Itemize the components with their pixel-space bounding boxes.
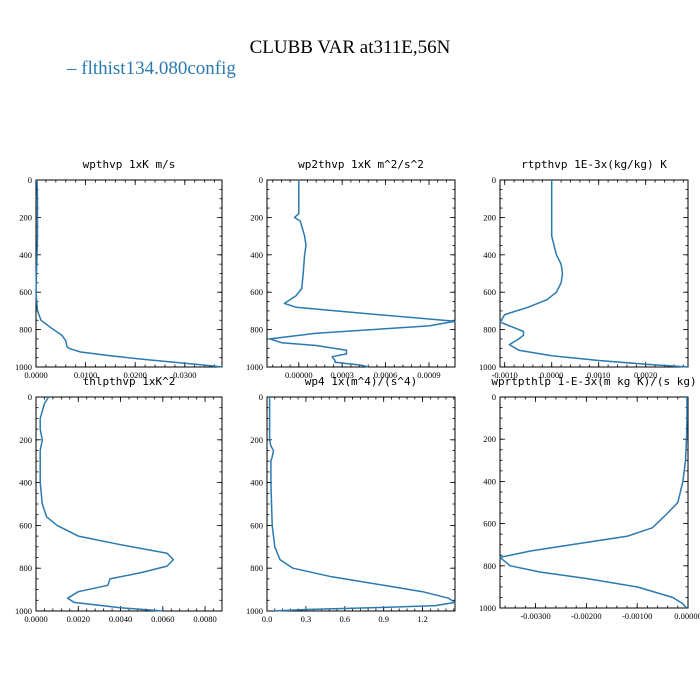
x-tick-label: -0.0010	[492, 370, 518, 380]
x-tick-label: 0.0020	[67, 614, 90, 624]
legend-series-label: flthist134.080config	[81, 58, 236, 79]
y-tick-label: 800	[250, 563, 263, 573]
y-tick-label: 1000	[246, 362, 263, 372]
y-tick-label: 1000	[246, 606, 263, 616]
y-tick-label: 200	[483, 434, 496, 444]
panel-title: wp4 1x(m^4)/(s^4)	[305, 375, 418, 388]
y-tick-label: 600	[250, 287, 263, 297]
x-tick-label: 0.9	[378, 614, 389, 624]
y-tick-label: 200	[250, 212, 263, 222]
x-tick-label: -0.00300	[520, 611, 550, 621]
x-tick-label: 0.0000	[540, 370, 563, 380]
legend-line-swatch: –	[67, 58, 77, 79]
panel-title: wp2thvp 1xK m^2/s^2	[298, 158, 424, 171]
y-tick-label: 800	[250, 325, 263, 335]
y-tick-label: 0	[28, 392, 32, 402]
y-tick-label: 400	[483, 476, 496, 486]
series-line	[39, 396, 175, 612]
y-tick-label: 1000	[479, 362, 496, 372]
x-tick-label: 0.00000	[674, 611, 700, 621]
y-tick-label: 1000	[15, 606, 32, 616]
x-tick-label: -0.00100	[622, 611, 652, 621]
x-tick-label: 0.0000	[24, 614, 47, 624]
x-tick-label: 0.0006	[374, 370, 397, 380]
x-tick-label: 0.0009	[417, 370, 440, 380]
y-tick-label: 800	[483, 325, 496, 335]
y-tick-label: 200	[19, 435, 32, 445]
y-tick-label: 800	[483, 561, 496, 571]
y-tick-label: 600	[483, 287, 496, 297]
plot-frame	[499, 396, 689, 609]
y-tick-label: 0	[259, 175, 263, 185]
x-tick-label: 0.00000	[285, 370, 313, 380]
y-tick-label: 1000	[479, 603, 496, 613]
panel-title: rtpthvp 1E-3x(kg/kg) K	[521, 158, 667, 171]
x-tick-label: 0.0	[262, 614, 273, 624]
y-tick-label: 200	[483, 212, 496, 222]
x-tick-label: 0.0020	[634, 370, 657, 380]
chart-panel-2: wp2thvp 1xK m^2/s^2 0 200 400 600 800 1000 0.00…	[246, 158, 456, 380]
y-tick-label: 800	[19, 563, 32, 573]
page-title: CLUBB VAR at311E,56N	[249, 37, 451, 58]
x-tick-label: 0.0200	[124, 370, 147, 380]
y-tick-label: 1000	[15, 362, 32, 372]
x-tick-label: 0.0000	[24, 370, 47, 380]
x-tick-label: 0.0010	[587, 370, 610, 380]
x-tick-label: 0.0080	[193, 614, 216, 624]
series-line	[499, 397, 688, 609]
y-tick-label: 600	[250, 520, 263, 530]
y-tick-label: 0	[492, 175, 496, 185]
y-tick-label: 400	[250, 478, 263, 488]
plot-frame	[499, 179, 689, 368]
y-tick-label: 600	[19, 287, 32, 297]
x-tick-label: 0.3	[301, 614, 312, 624]
y-tick-label: 0	[28, 175, 32, 185]
x-tick-label: 0.0040	[109, 614, 132, 624]
series-line	[269, 180, 456, 368]
x-tick-label: 1.2	[417, 614, 428, 624]
panel-title: thlpthvp 1xK^2	[83, 375, 176, 388]
panel-title: wprtpthlp 1-E-3x(m kg K)/(s kg)	[491, 375, 696, 388]
series-line	[499, 180, 689, 368]
x-tick-label: 0.0300	[173, 370, 196, 380]
x-tick-label: 0.6	[339, 614, 350, 624]
y-tick-label: 800	[19, 325, 32, 335]
plot-frame	[35, 396, 223, 612]
panel-title: wpthvp 1xK m/s	[83, 158, 176, 171]
y-tick-label: 400	[19, 250, 32, 260]
x-tick-label: 0.0003	[331, 370, 354, 380]
chart-panel-6: wprtpthlp 1-E-3x(m kg K)/(s kg) 0 200 400 60…	[479, 375, 700, 621]
y-tick-label: 200	[19, 212, 32, 222]
plot-frame	[266, 396, 456, 612]
y-tick-label: 600	[19, 520, 32, 530]
x-tick-label: 0.0100	[74, 370, 97, 380]
legend: – flthist134.080config	[67, 58, 236, 80]
y-tick-label: 400	[19, 478, 32, 488]
y-tick-label: 0	[259, 392, 263, 402]
y-tick-label: 400	[483, 250, 496, 260]
series-line	[35, 179, 223, 368]
x-tick-label: 0.0060	[151, 614, 174, 624]
chart-panel-3: rtpthvp 1E-3x(kg/kg) K 0 200 400 600 800 1000-…	[479, 158, 689, 380]
series-line	[268, 397, 456, 612]
y-tick-label: 400	[250, 250, 263, 260]
y-tick-label: 0	[492, 392, 496, 402]
y-tick-label: 600	[483, 519, 496, 529]
x-tick-label: -0.00200	[571, 611, 601, 621]
y-tick-label: 200	[250, 435, 263, 445]
plot-frame	[266, 179, 456, 368]
